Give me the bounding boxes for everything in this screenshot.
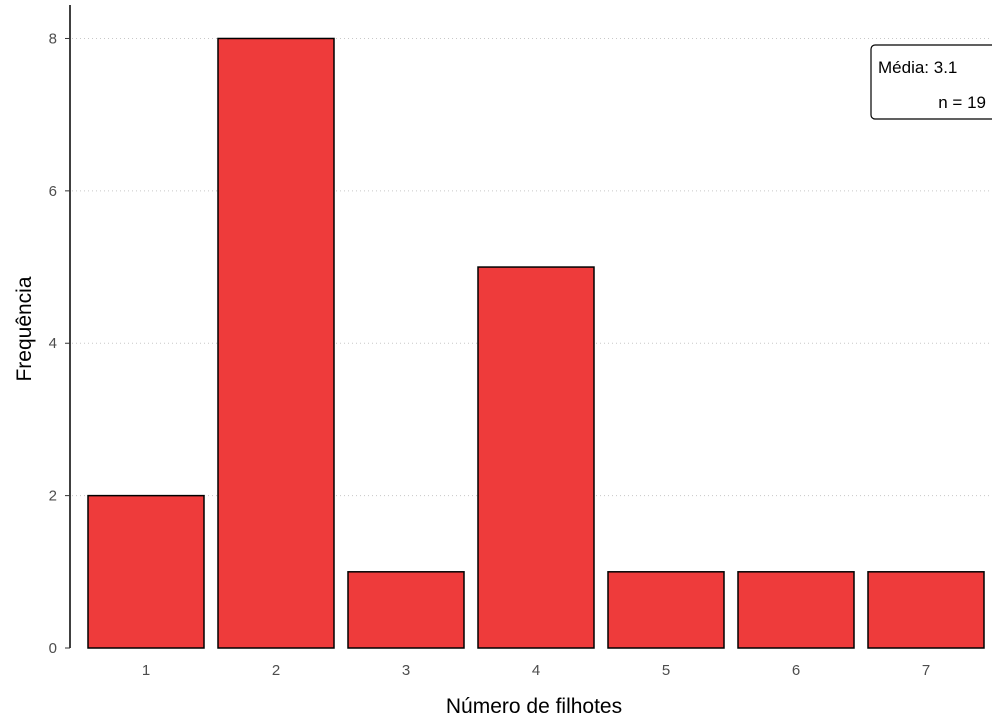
- x-tick-label: 6: [792, 662, 800, 679]
- bar: [867, 571, 985, 649]
- bar: [737, 571, 855, 649]
- y-tick-label: 0: [49, 640, 57, 657]
- annotation-box: Média: 3.1 n = 19: [870, 44, 992, 120]
- bar: [87, 494, 205, 649]
- x-tick-label: 1: [142, 662, 150, 679]
- bar: [217, 37, 335, 649]
- bar: [347, 571, 465, 649]
- x-tick-label: 7: [922, 662, 930, 679]
- x-tick-label: 5: [662, 662, 670, 679]
- y-tick-label: 4: [49, 335, 57, 352]
- y-axis-title: Frequência: [13, 276, 36, 381]
- y-tick-label: 2: [49, 488, 57, 505]
- bars: [87, 37, 985, 649]
- x-tick-label: 2: [272, 662, 280, 679]
- annotation-n: n = 19: [938, 93, 986, 112]
- bar: [477, 266, 595, 649]
- x-ticks: 1 2 3 4 5 6 7: [142, 662, 930, 679]
- x-tick-label: 3: [402, 662, 410, 679]
- y-ticks: 0 2 4 6 8: [49, 30, 70, 657]
- y-tick-label: 8: [49, 30, 57, 47]
- bar: [607, 571, 725, 649]
- y-tick-label: 6: [49, 183, 57, 200]
- x-tick-label: 4: [532, 662, 540, 679]
- x-axis-title: Número de filhotes: [446, 695, 622, 718]
- annotation-mean: Média: 3.1: [878, 58, 957, 77]
- annotation-frame: [870, 44, 992, 120]
